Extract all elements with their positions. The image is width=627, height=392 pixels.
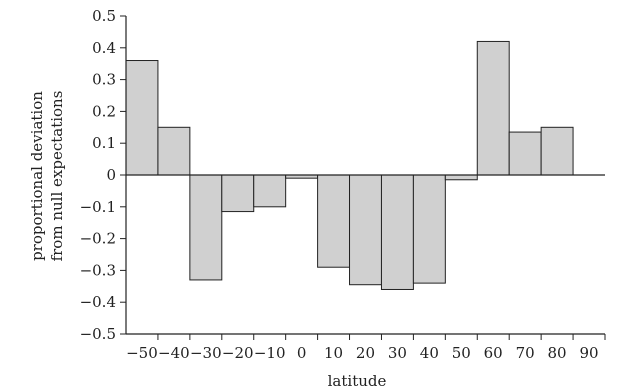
bar-3 (221, 174, 255, 213)
y-tick-label: −0.4 (80, 293, 116, 311)
y-tick-label: 0.5 (92, 7, 116, 25)
x-tick-label: 70 (516, 344, 535, 362)
bar-8 (380, 174, 414, 290)
bar-9 (412, 174, 446, 284)
x-tick-label: 20 (356, 344, 375, 362)
y-axis-title-line-2: from null expectations (48, 91, 66, 262)
x-axis-title: latitude (328, 372, 387, 390)
bar-12 (508, 131, 542, 176)
bar-0 (125, 60, 159, 176)
bar-4 (253, 174, 287, 208)
bar-2 (189, 174, 223, 281)
bar-13 (540, 126, 574, 176)
y-tick-label: −0.2 (80, 230, 116, 248)
y-axis-title: proportional deviation from null expecta… (28, 91, 66, 262)
y-tick-label: −0.5 (80, 325, 116, 343)
x-tick-label: 40 (420, 344, 439, 362)
x-tick-label: 10 (324, 344, 343, 362)
x-tick-label: 80 (548, 344, 567, 362)
x-tick-label: 0 (297, 344, 307, 362)
bar-1 (157, 126, 191, 176)
x-tick-label: 90 (579, 344, 598, 362)
y-ticks-group: 0.5 0.4 0.3 0.2 0.1 0 −0.1 −0.2 −0.3 −0.4 −0.5 (80, 7, 126, 343)
bar-10 (444, 174, 478, 181)
bar-11 (476, 40, 510, 176)
x-tick-label: −30 (190, 344, 222, 362)
x-tick-label: −20 (222, 344, 254, 362)
y-tick-label: 0 (106, 166, 116, 184)
y-tick-label: −0.1 (80, 198, 116, 216)
bars-group (125, 40, 574, 290)
x-tick-label: −50 (126, 344, 158, 362)
y-tick-label: −0.3 (80, 261, 116, 279)
bar-6 (317, 174, 351, 268)
bar-7 (349, 174, 382, 286)
x-tick-label: −10 (254, 344, 286, 362)
y-tick-label: 0.3 (92, 71, 116, 89)
x-ticks-group: −50 −40 −30 −20 −10 0 10 20 30 40 50 60 70 80 90 (126, 334, 606, 362)
y-tick-label: 0.4 (92, 39, 116, 57)
y-tick-label: 0.1 (92, 134, 116, 152)
x-tick-label: −40 (158, 344, 190, 362)
x-tick-label: 60 (484, 344, 503, 362)
y-axis-title-line-1: proportional deviation (28, 91, 46, 261)
x-tick-label: 30 (388, 344, 407, 362)
y-tick-label: 0.2 (92, 102, 116, 120)
x-tick-label: 50 (452, 344, 471, 362)
